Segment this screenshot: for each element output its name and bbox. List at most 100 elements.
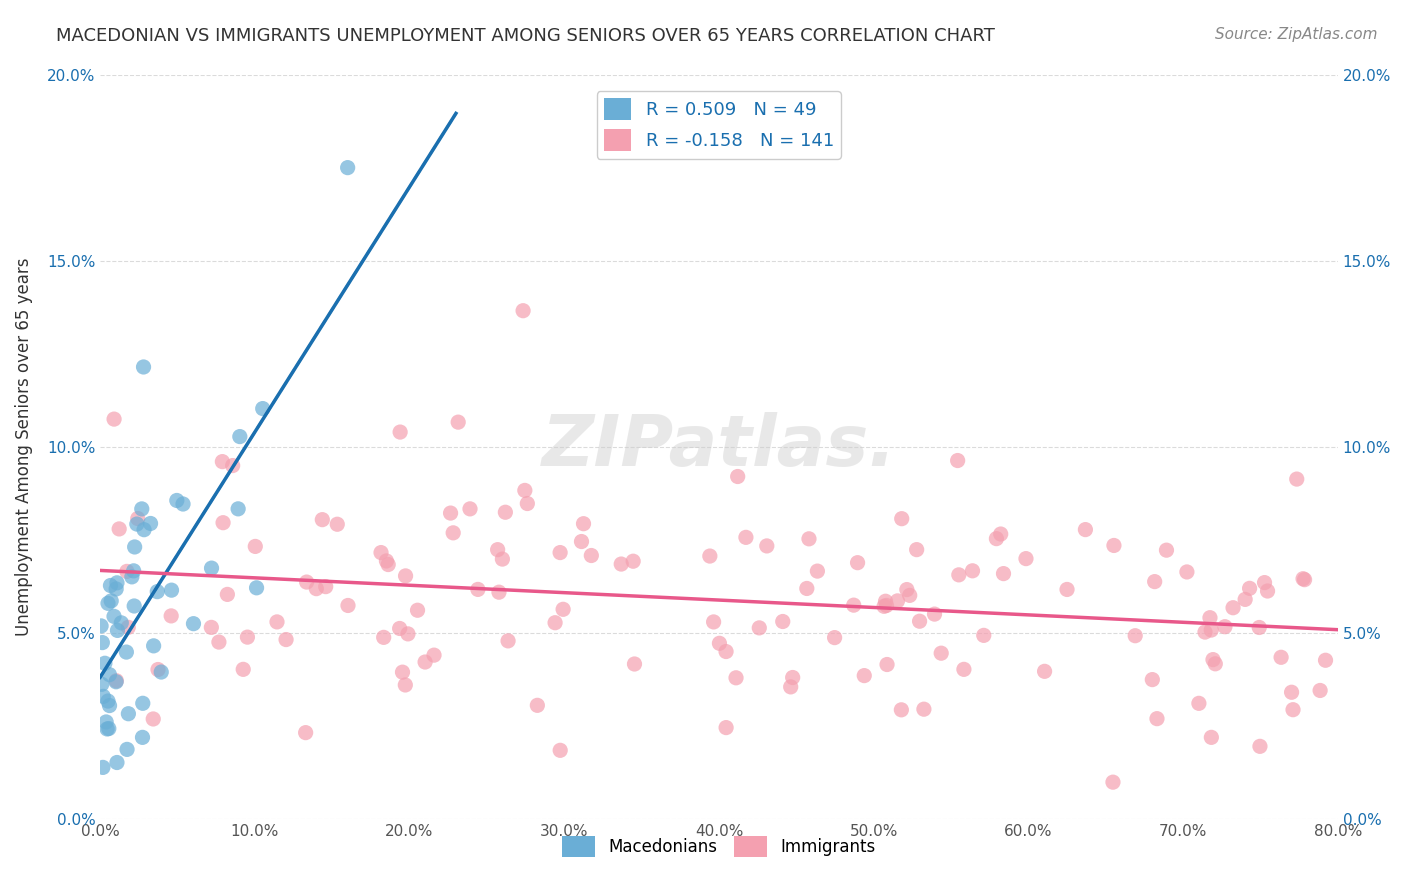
Point: [714, 721, 737, 735]
Point: [824, 631, 846, 645]
Point: [1188, 696, 1211, 710]
Point: [896, 582, 918, 597]
Point: [394, 678, 416, 692]
Point: [132, 523, 155, 537]
Point: [103, 609, 125, 624]
Point: [142, 712, 165, 726]
Point: [221, 458, 243, 473]
Point: [90, 619, 112, 633]
Point: [890, 703, 912, 717]
Point: [516, 496, 538, 510]
Point: [553, 602, 575, 616]
Point: [1222, 600, 1244, 615]
Point: [1285, 472, 1308, 486]
Point: [924, 607, 946, 621]
Point: [779, 680, 801, 694]
Point: [929, 646, 952, 660]
Point: [727, 469, 749, 483]
Point: [117, 620, 139, 634]
Point: [160, 608, 183, 623]
Point: [491, 552, 513, 566]
Point: [1257, 584, 1279, 599]
Point: [370, 545, 392, 559]
Point: [97, 722, 120, 736]
Point: [1156, 543, 1178, 558]
Point: [139, 516, 162, 531]
Point: [96, 714, 118, 729]
Point: [406, 603, 429, 617]
Point: [91, 635, 114, 649]
Point: [211, 455, 233, 469]
Point: [993, 566, 1015, 581]
Point: [1056, 582, 1078, 597]
Point: [146, 584, 169, 599]
Point: [876, 599, 898, 613]
Point: [1294, 573, 1316, 587]
Point: [876, 657, 898, 672]
Point: [953, 662, 976, 676]
Point: [388, 622, 411, 636]
Point: [91, 690, 114, 704]
Point: [103, 412, 125, 426]
Point: [458, 501, 481, 516]
Point: [806, 564, 828, 578]
Point: [208, 635, 231, 649]
Point: [772, 615, 794, 629]
Point: [107, 624, 129, 638]
Point: [846, 556, 869, 570]
Point: [908, 614, 931, 628]
Point: [1033, 665, 1056, 679]
Point: [200, 561, 222, 575]
Point: [373, 631, 395, 645]
Point: [115, 645, 138, 659]
Point: [973, 628, 995, 642]
Point: [724, 671, 747, 685]
Point: [709, 636, 731, 650]
Point: [305, 582, 328, 596]
Point: [226, 501, 249, 516]
Point: [252, 401, 274, 416]
Point: [105, 582, 128, 596]
Point: [245, 540, 267, 554]
Point: [623, 657, 645, 671]
Point: [110, 615, 132, 630]
Point: [150, 665, 173, 679]
Point: [581, 549, 603, 563]
Point: [1204, 657, 1226, 671]
Point: [90, 677, 112, 691]
Point: [875, 594, 897, 608]
Point: [96, 722, 118, 736]
Point: [232, 662, 254, 676]
Point: [1234, 592, 1257, 607]
Point: [423, 648, 446, 662]
Point: [100, 578, 122, 592]
Point: [1199, 623, 1222, 637]
Point: [1175, 565, 1198, 579]
Point: [100, 594, 122, 608]
Point: [796, 582, 818, 596]
Point: [183, 616, 205, 631]
Point: [1239, 582, 1261, 596]
Point: [1213, 620, 1236, 634]
Text: ZIPatlas.: ZIPatlas.: [541, 412, 897, 482]
Point: [494, 505, 516, 519]
Point: [1201, 731, 1223, 745]
Point: [122, 599, 145, 613]
Point: [439, 506, 461, 520]
Point: [115, 742, 138, 756]
Point: [1146, 712, 1168, 726]
Point: [132, 359, 155, 374]
Point: [413, 655, 436, 669]
Point: [610, 557, 633, 571]
Y-axis label: Unemployment Among Seniors over 65 years: Unemployment Among Seniors over 65 years: [15, 258, 32, 636]
Point: [377, 558, 399, 572]
Point: [755, 539, 778, 553]
Point: [946, 453, 969, 467]
Point: [1315, 653, 1337, 667]
Point: [962, 564, 984, 578]
Point: [1102, 539, 1125, 553]
Point: [166, 493, 188, 508]
Point: [873, 599, 896, 614]
Point: [105, 575, 128, 590]
Point: [236, 630, 259, 644]
